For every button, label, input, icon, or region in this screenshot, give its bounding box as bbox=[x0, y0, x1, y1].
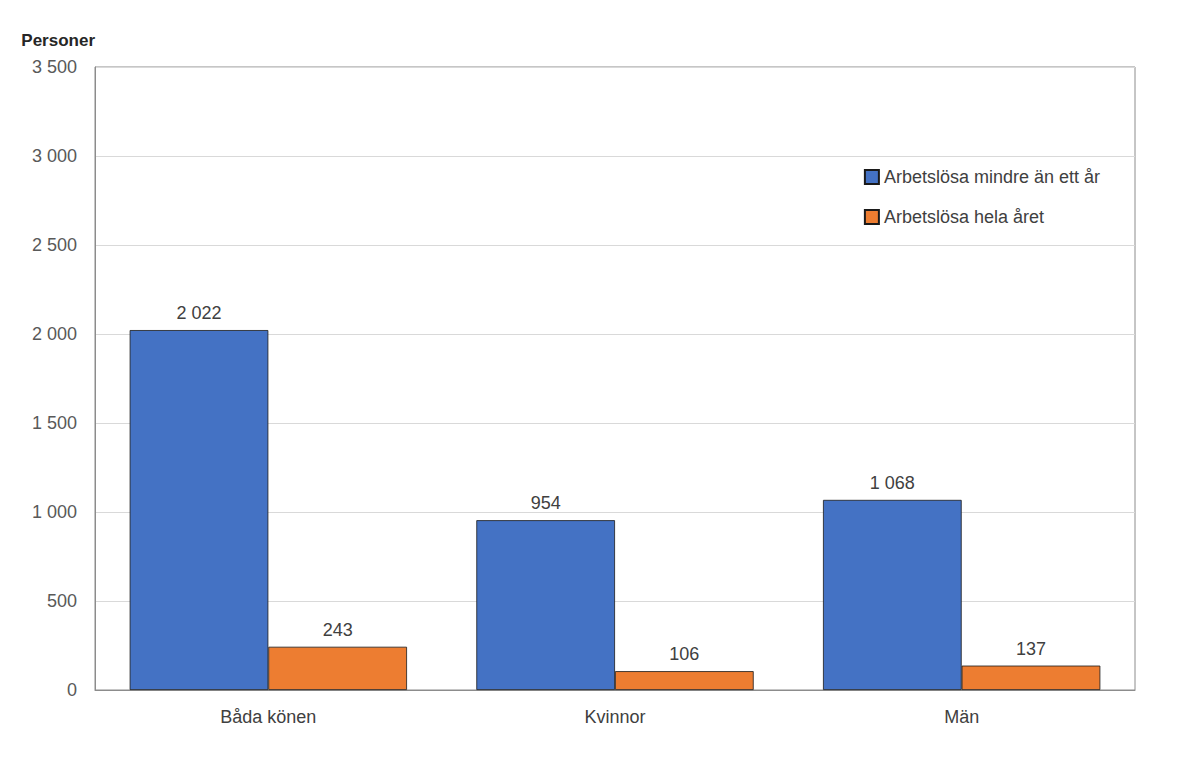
svg-text:Män: Män bbox=[944, 707, 979, 727]
svg-text:1 068: 1 068 bbox=[870, 473, 915, 493]
svg-text:1 500: 1 500 bbox=[32, 413, 77, 433]
svg-text:106: 106 bbox=[669, 644, 699, 664]
svg-text:500: 500 bbox=[47, 591, 77, 611]
svg-text:3 000: 3 000 bbox=[32, 146, 77, 166]
svg-text:2 500: 2 500 bbox=[32, 235, 77, 255]
svg-text:243: 243 bbox=[323, 620, 353, 640]
svg-text:3 500: 3 500 bbox=[32, 57, 77, 77]
svg-text:0: 0 bbox=[67, 680, 77, 700]
svg-text:Arbetslösa mindre än ett år: Arbetslösa mindre än ett år bbox=[884, 167, 1100, 187]
svg-text:Arbetslösa hela året: Arbetslösa hela året bbox=[884, 207, 1044, 227]
svg-text:Personer: Personer bbox=[21, 31, 95, 50]
svg-text:2 000: 2 000 bbox=[32, 324, 77, 344]
svg-text:137: 137 bbox=[1016, 639, 1046, 659]
svg-text:1 000: 1 000 bbox=[32, 502, 77, 522]
svg-text:Båda könen: Båda könen bbox=[220, 707, 316, 727]
svg-text:954: 954 bbox=[531, 493, 561, 513]
svg-text:2 022: 2 022 bbox=[176, 303, 221, 323]
svg-text:Kvinnor: Kvinnor bbox=[584, 707, 645, 727]
